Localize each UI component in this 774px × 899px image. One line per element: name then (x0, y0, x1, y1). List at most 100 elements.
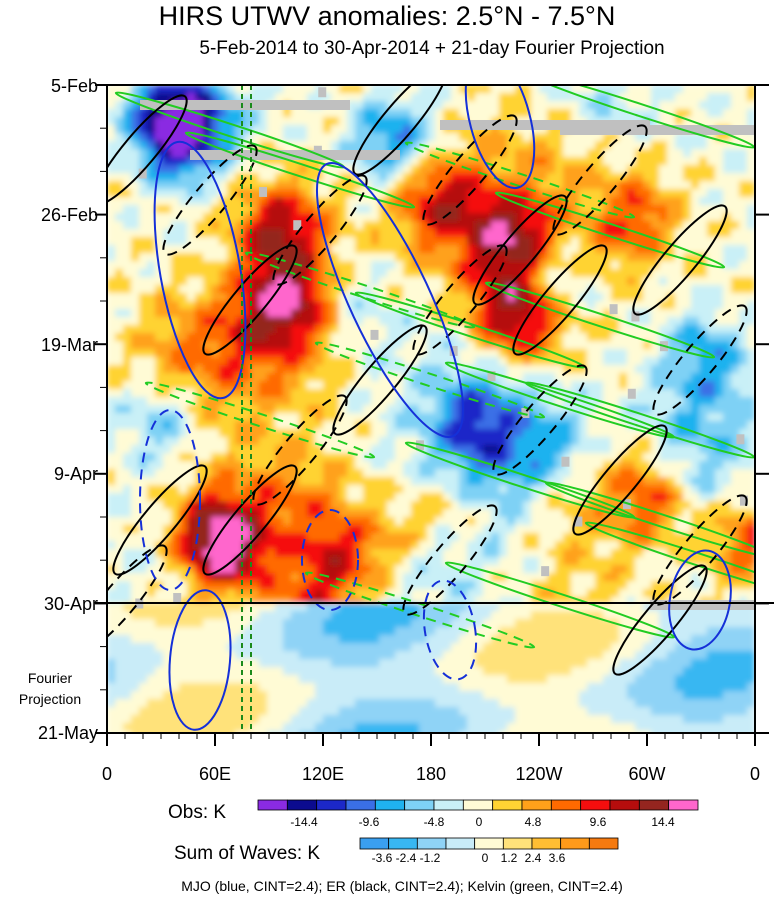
obs-colorbar (257, 799, 699, 811)
missing-data-cell (318, 87, 327, 98)
waves-colorbar-label: Sum of Waves: K (174, 843, 321, 864)
obs-colorbar-swatch (638, 799, 670, 811)
obs-colorbar-swatch (433, 799, 464, 811)
y-tick-label: 9-Apr (53, 464, 98, 484)
obs-colorbar-swatch (580, 799, 611, 811)
er-contour (652, 494, 748, 606)
er-contour (272, 174, 368, 286)
mjo-contour (464, 85, 536, 190)
y-tick-label: 21-May (37, 723, 98, 743)
er-contour (552, 124, 648, 236)
mjo-contour (422, 579, 478, 681)
x-tick-label: 60W (628, 764, 666, 784)
y-tick-label: 26-Feb (40, 205, 98, 225)
er-contour (107, 94, 188, 206)
mjo-contour (168, 589, 232, 731)
missing-data-bar (650, 600, 755, 610)
missing-data-cell (609, 304, 618, 315)
obs-colorbar-swatch (286, 799, 318, 811)
plot-frame (95, 84, 774, 746)
waves-colorbar-swatch (531, 837, 562, 850)
heatmap-cells (107, 85, 755, 733)
er-contour (492, 364, 588, 476)
obs-colorbar-label: Obs: K (168, 802, 227, 823)
projection-label: Fourier Projection (18, 670, 82, 707)
obs-colorbar-swatch (345, 799, 376, 811)
obs-cb-tick: 14.4 (651, 815, 675, 829)
chart-subtitle: 5-Feb-2014 to 30-Apr-2014 + 21-day Fouri… (199, 38, 665, 59)
kelvin-contour (484, 281, 716, 359)
missing-data-cell (259, 186, 268, 197)
waves-cb-tick: 0 (481, 851, 489, 865)
kelvin-contour (184, 131, 416, 209)
obs-colorbar-swatch (462, 799, 494, 811)
er-contour (572, 424, 668, 536)
waves-colorbar-swatch (474, 837, 504, 850)
wave-contours (107, 85, 755, 731)
waves-cb-tick: -2.4 (395, 851, 417, 865)
waves-colorbar-swatch (388, 837, 418, 850)
y-tick-label: 5-Feb (50, 76, 98, 96)
kelvin-contour (404, 141, 636, 219)
waves-colorbar-swatch (445, 837, 476, 850)
x-tick-label: 120E (301, 764, 345, 784)
obs-colorbar-swatch (404, 799, 435, 811)
er-contour (652, 304, 748, 416)
kelvin-contour (144, 381, 376, 459)
er-contour (252, 394, 348, 506)
mjo-contour (315, 162, 465, 438)
obs-colorbar-swatch (374, 799, 406, 811)
waves-cb-tick: 3.6 (548, 851, 566, 865)
missing-data-bar (190, 150, 400, 160)
obs-colorbar-swatch (257, 799, 288, 811)
missing-data-cell (293, 220, 302, 231)
missing-data-bar (440, 120, 650, 130)
er-contour (112, 464, 208, 576)
er-contour (422, 114, 518, 226)
missing-data-cell (561, 456, 570, 467)
kelvin-contour (304, 571, 536, 649)
obs-cb-tick: -9.6 (358, 815, 380, 829)
er-contour (412, 244, 508, 356)
mjo-contour (301, 509, 359, 611)
er-contour (202, 464, 298, 576)
obs-cb-tick: -14.4 (290, 815, 318, 829)
obs-colorbar-swatch (609, 799, 640, 811)
missing-data-cell (631, 311, 640, 322)
waves-cb-tick: 2.4 (524, 851, 542, 865)
er-contour (332, 324, 428, 436)
missing-data-cell (521, 407, 530, 418)
obs-cb-tick: 4.8 (524, 815, 542, 829)
waves-colorbar (359, 837, 619, 850)
missing-data-cell (541, 566, 550, 577)
waves-colorbar-swatch (359, 837, 390, 850)
y-tick-label: 19-Mar (40, 335, 98, 355)
obs-colorbar-swatch (492, 799, 523, 811)
er-contour (632, 204, 728, 316)
kelvin-contour (314, 341, 546, 419)
waves-colorbar-swatch (560, 837, 590, 850)
x-tick-label: 0 (749, 764, 760, 784)
reference-lines (241, 85, 252, 733)
kelvin-contour (494, 191, 726, 269)
x-tick-label: 180 (415, 764, 447, 784)
kelvin-contour (444, 561, 676, 639)
missing-data-cell (138, 168, 147, 179)
obs-cb-tick: 9.6 (589, 815, 607, 829)
chart-title: HIRS UTWV anomalies: 2.5°N - 7.5°N (158, 1, 616, 31)
missing-data-cell (487, 371, 496, 382)
er-contour (402, 504, 498, 616)
waves-cb-tick: -3.6 (371, 851, 393, 865)
missing-data-bar (140, 100, 350, 110)
obs-colorbar-swatch (316, 799, 347, 811)
er-contour (352, 85, 448, 176)
legend-footer: MJO (blue, CINT=2.4); ER (black, CINT=2.… (181, 878, 623, 894)
er-contour (472, 194, 568, 306)
er-contour (162, 144, 258, 256)
mjo-contour (139, 409, 201, 591)
x-tick-label: 60E (198, 764, 232, 784)
missing-data-cell (627, 388, 636, 399)
waves-colorbar-swatch (416, 837, 447, 850)
y-tick-label: 30-Apr (43, 594, 98, 614)
waves-colorbar-swatch (588, 837, 619, 850)
